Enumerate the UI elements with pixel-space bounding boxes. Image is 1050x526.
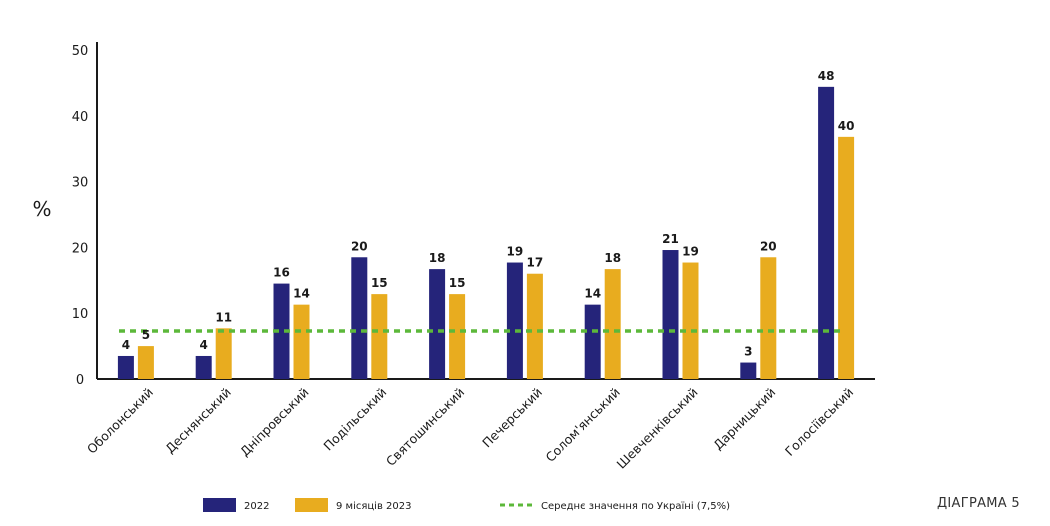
y-axis-ticks: 0 10 20 30 40 50	[72, 44, 89, 388]
bar-2023-6	[604, 269, 621, 379]
data-label: 20	[760, 239, 777, 253]
bar-2023-7	[682, 262, 699, 379]
bar-2023-5	[526, 273, 543, 379]
bar-2022-6	[584, 304, 601, 379]
bar-2022-0	[117, 355, 134, 379]
bar-2022-4	[429, 269, 446, 379]
legend-label-reference-line: Середнє значення по Україні (7,5%)	[541, 500, 730, 512]
bar-2022-7	[662, 250, 679, 379]
y-tick-label: 30	[72, 176, 89, 191]
data-label: 14	[293, 287, 310, 301]
data-label: 21	[662, 232, 679, 246]
data-label: 15	[371, 276, 388, 290]
category-label: Шевченківський	[614, 385, 701, 472]
bar-2023-9	[838, 136, 855, 379]
category-labels: Оболонський Деснянський Дніпровський Поділь…	[84, 385, 856, 472]
data-label: 15	[449, 276, 466, 290]
data-label: 17	[527, 256, 544, 270]
bar-2023-0	[137, 346, 154, 379]
category-label: Подільський	[320, 385, 389, 454]
bar-2022-8	[740, 362, 757, 379]
data-label: 14	[584, 287, 601, 301]
y-tick-label: 10	[72, 307, 89, 322]
bar-2023-3	[371, 294, 388, 379]
y-axis-label: %	[32, 197, 51, 221]
legend-swatch-2022	[203, 498, 236, 512]
data-label: 4	[200, 338, 208, 352]
legend-label-2022: 2022	[244, 501, 269, 512]
bars	[117, 86, 855, 380]
y-tick-label: 0	[76, 373, 84, 388]
bar-2023-4	[449, 294, 466, 379]
bar-2022-2	[273, 283, 290, 379]
category-label: Печерський	[479, 385, 545, 451]
diagram-caption: ДІАГРАМА 5	[937, 496, 1020, 511]
y-tick-label: 40	[72, 110, 89, 125]
category-label: Дніпровський	[237, 385, 312, 460]
data-label: 11	[215, 310, 232, 324]
data-label: 20	[351, 239, 368, 253]
data-label: 16	[273, 266, 290, 280]
category-label: Дарницький	[710, 385, 778, 453]
y-tick-label: 20	[72, 241, 89, 256]
legend-swatch-2023	[295, 498, 328, 512]
data-label: 18	[604, 251, 621, 265]
legend: 2022 9 місяців 2023 Середнє значення по …	[203, 498, 730, 512]
category-label: Оболонський	[84, 385, 156, 457]
category-label: Голосіївський	[782, 385, 856, 459]
category-label: Святошинський	[383, 385, 467, 469]
y-tick-label: 50	[72, 44, 89, 59]
bar-2022-5	[506, 262, 523, 379]
bar-2023-1	[215, 328, 232, 379]
data-label: 3	[744, 345, 752, 359]
data-label: 4	[122, 338, 130, 352]
bar-2023-2	[293, 304, 310, 379]
legend-label-2023: 9 місяців 2023	[336, 500, 411, 512]
data-label: 5	[142, 328, 150, 342]
data-label: 19	[507, 245, 524, 259]
bar-2023-8	[760, 257, 777, 379]
bar-2022-3	[351, 257, 368, 379]
category-label: Солом'янський	[542, 385, 622, 465]
bar-2022-1	[195, 355, 212, 379]
bar-2022-9	[818, 86, 835, 380]
category-label: Деснянський	[162, 385, 234, 457]
data-label: 40	[838, 119, 855, 133]
data-label: 18	[429, 251, 446, 265]
data-label: 19	[682, 245, 699, 259]
data-label: 48	[818, 69, 835, 83]
